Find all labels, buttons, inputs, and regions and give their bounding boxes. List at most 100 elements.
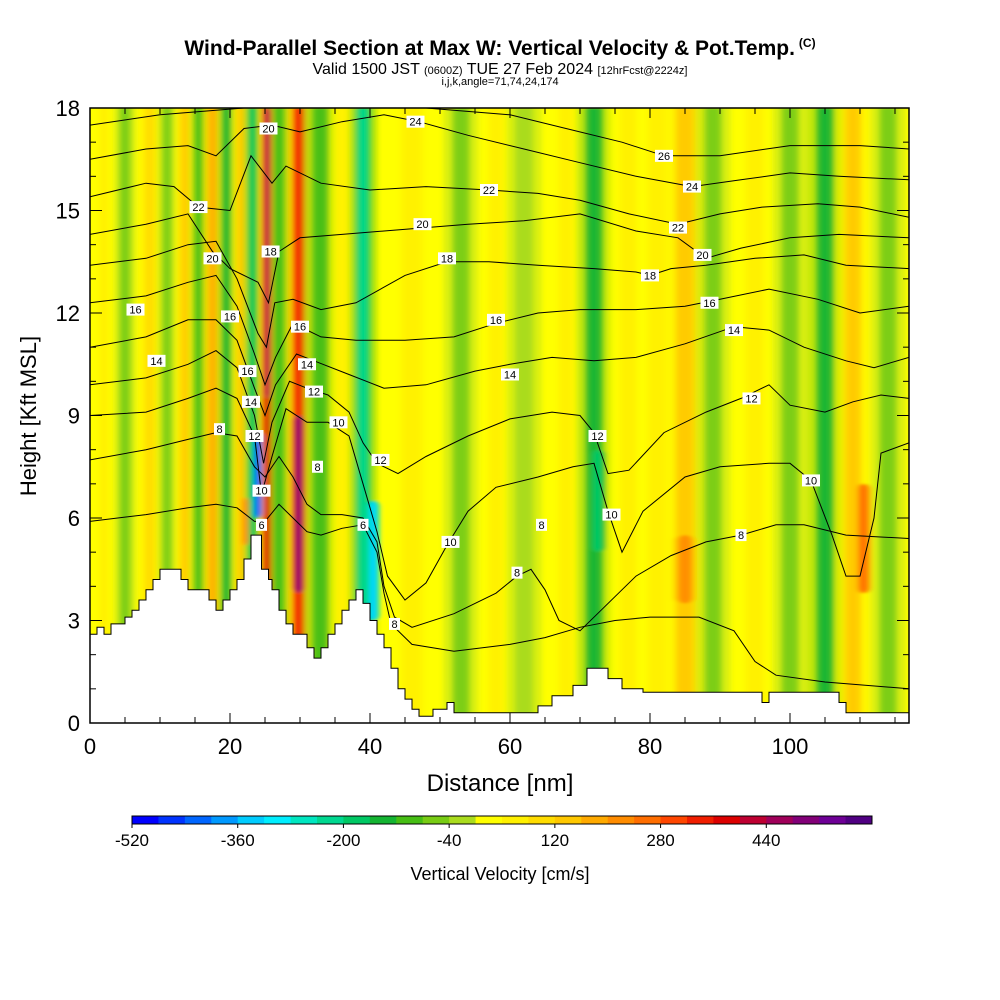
contour-label-text: 22 xyxy=(483,185,495,197)
valid-time-a: Valid 1500 JST xyxy=(312,61,420,78)
velocity-core xyxy=(163,108,171,723)
contour-label: 16 xyxy=(238,365,257,378)
velocity-core xyxy=(358,108,368,723)
colorbar-swatch xyxy=(819,816,847,824)
colorbar-swatch xyxy=(687,816,714,824)
forecast-stamp: [12hrFcst@2224z] xyxy=(597,65,688,77)
colorbar-swatch xyxy=(845,816,873,824)
theta-contour-12 xyxy=(90,350,909,475)
colorbar-swatch xyxy=(369,816,397,824)
contour-label: 12 xyxy=(245,430,264,443)
colorbar-swatch xyxy=(449,816,477,824)
velocity-core xyxy=(622,108,636,723)
contour-label: 26 xyxy=(655,149,673,163)
velocity-core xyxy=(315,108,327,723)
velocity-core xyxy=(819,108,831,723)
colorbar-swatch xyxy=(237,816,265,824)
velocity-core xyxy=(847,108,859,723)
contour-label-text: 14 xyxy=(245,397,257,409)
contour-label-text: 12 xyxy=(374,455,386,467)
contour-label: 10 xyxy=(329,416,348,429)
velocity-core xyxy=(518,108,530,723)
contour-labels: 20 24 26 22 22 24 20 22 18 20 18 20 18 16 16 16 16 16 14 14… xyxy=(126,115,820,631)
contour-label: 14 xyxy=(242,395,260,409)
terrain-mask xyxy=(90,534,909,723)
x-tick-label: 60 xyxy=(498,734,522,759)
y-tick-label: 3 xyxy=(68,609,80,634)
contour-label: 10 xyxy=(802,474,820,487)
velocity-hotspot xyxy=(242,497,249,546)
contour-label: 22 xyxy=(480,184,498,197)
colorbar-swatch xyxy=(528,816,556,824)
contour-label: 8 xyxy=(214,423,225,436)
colorbar-swatch xyxy=(343,816,371,824)
chart-title-text: Wind-Parallel Section at Max W: Vertical… xyxy=(184,37,795,60)
velocity-core xyxy=(560,108,572,723)
velocity-core xyxy=(209,108,216,723)
y-tick-label: 15 xyxy=(56,199,80,224)
contour-label-text: 6 xyxy=(360,520,366,532)
contour-label-text: 22 xyxy=(672,223,684,235)
contour-label-text: 20 xyxy=(696,250,708,262)
colorbar-swatch xyxy=(264,816,292,824)
velocity-core xyxy=(490,108,502,723)
contour-label-text: 14 xyxy=(150,356,162,368)
colorbar-tick-label: 120 xyxy=(541,831,569,850)
contour-label-text: 24 xyxy=(409,117,421,129)
copyright-mark: (C) xyxy=(798,36,816,50)
x-tick-label: 100 xyxy=(772,734,809,759)
contour-label: 20 xyxy=(203,252,222,265)
colorbar-swatch xyxy=(475,816,503,824)
contour-label-text: 8 xyxy=(538,520,544,532)
contour-label-text: 16 xyxy=(703,298,715,310)
contour-label: 14 xyxy=(298,358,316,371)
contour-label-text: 26 xyxy=(658,151,670,163)
contour-label: 6 xyxy=(357,518,369,532)
velocity-core xyxy=(337,108,347,723)
velocity-hotspot xyxy=(855,483,872,594)
contour-label: 16 xyxy=(700,296,719,310)
velocity-core xyxy=(264,108,270,723)
grid-indices: i,j,k,angle=71,74,24,174 xyxy=(441,76,559,88)
contour-label: 10 xyxy=(441,535,460,549)
y-tick-label: 9 xyxy=(68,404,80,429)
velocity-core xyxy=(748,108,762,723)
colorbar-swatch xyxy=(634,816,662,824)
contour-label-text: 10 xyxy=(605,510,617,522)
colorbar-tick-label: -200 xyxy=(326,831,360,850)
velocity-core xyxy=(121,108,129,723)
colorbar-label: Vertical Velocity [cm/s] xyxy=(410,864,589,884)
contour-label-text: 12 xyxy=(308,387,320,399)
y-tick-label: 18 xyxy=(56,96,80,121)
contour-label: 8 xyxy=(735,529,747,542)
colorbar-swatch xyxy=(739,816,767,824)
contour-label-text: 12 xyxy=(745,393,757,405)
theta-contour-6 xyxy=(90,503,909,690)
contour-label: 16 xyxy=(221,310,239,323)
contour-label: 14 xyxy=(501,368,519,382)
theta-contour-8 xyxy=(90,432,909,632)
contour-label: 24 xyxy=(683,180,701,194)
contour-label-text: 16 xyxy=(224,311,236,323)
contour-label-text: 16 xyxy=(241,366,253,378)
velocity-core xyxy=(678,108,692,723)
velocity-core xyxy=(237,108,244,723)
contour-label-text: 16 xyxy=(490,315,502,327)
velocity-core xyxy=(882,108,894,723)
contour-label-text: 14 xyxy=(504,370,516,382)
colorbar-swatch xyxy=(211,816,239,824)
theta-contours xyxy=(90,108,909,690)
y-tick-label: 6 xyxy=(68,506,80,531)
contour-label-text: 6 xyxy=(258,520,264,532)
contour-label: 8 xyxy=(312,460,323,474)
contour-label: 24 xyxy=(406,115,425,129)
velocity-core xyxy=(195,108,202,723)
colorbar-swatch xyxy=(792,816,820,824)
contour-label: 8 xyxy=(389,617,400,631)
contour-label-text: 12 xyxy=(248,431,260,443)
y-axis-label: Height [Kft MSL] xyxy=(16,336,41,496)
contour-label: 16 xyxy=(126,303,145,317)
contour-label-text: 20 xyxy=(262,124,274,136)
velocity-core xyxy=(588,108,600,723)
contour-label-text: 18 xyxy=(264,247,276,259)
